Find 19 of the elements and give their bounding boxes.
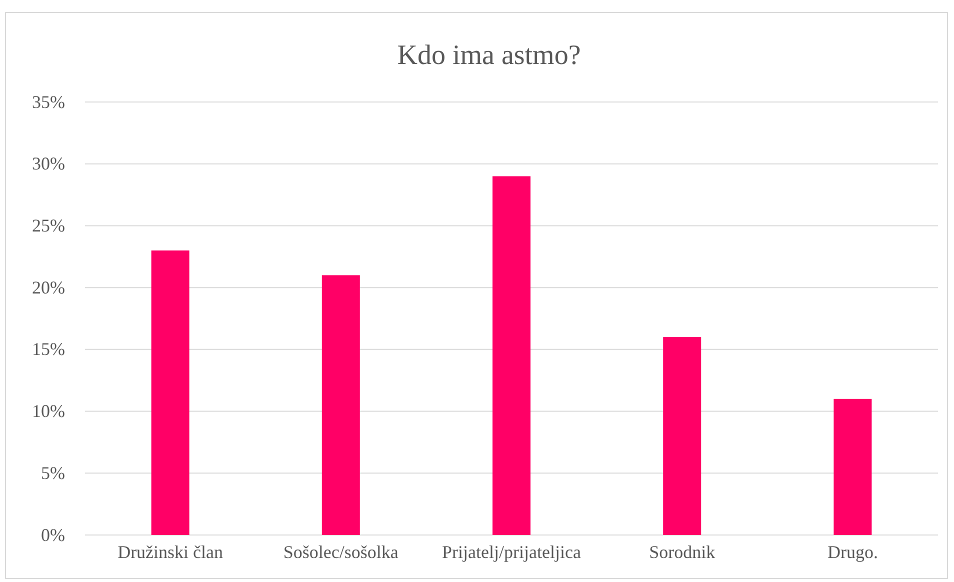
x-tick-label: Sošolec/sošolka [283,542,398,562]
bar [151,250,190,535]
bar [663,337,702,535]
bar [322,275,360,535]
y-tick-label: 0% [41,524,65,545]
x-tick-label: Sorodnik [649,542,716,562]
y-tick-label: 20% [32,277,65,298]
x-tick-label: Družinski član [118,542,224,562]
bar [492,176,530,535]
y-tick-label: 30% [32,154,65,174]
y-tick-label: 5% [41,462,65,483]
y-tick-label: 10% [32,401,65,422]
y-tick-label: 35% [32,92,65,112]
y-tick-label: 25% [32,215,65,236]
bar [834,398,872,535]
x-tick-label: Prijatelj/prijateljica [442,542,581,562]
y-tick-label: 15% [32,339,65,360]
x-tick-label: Drugo. [827,542,878,562]
chart-title: Kdo ima astmo? [397,40,581,71]
